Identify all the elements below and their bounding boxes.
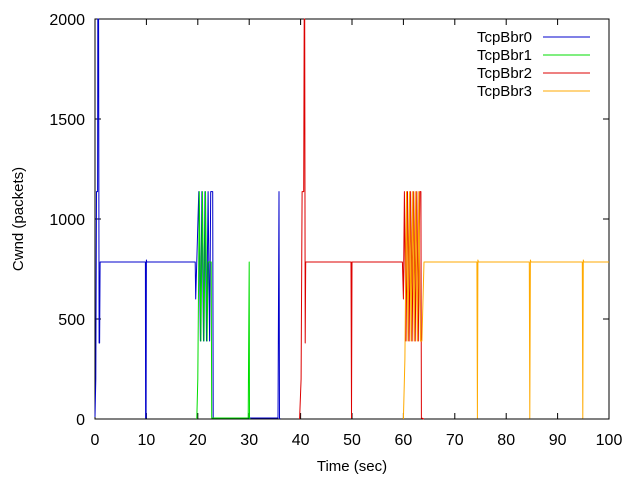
legend-label-tcpbbr2: TcpBbr2 [477,65,532,82]
x-axis-title: Time (sec) [317,458,387,475]
series-line-tcpbbr0 [94,18,281,420]
x-tick-label: 90 [549,432,567,449]
legend-label-tcpbbr3: TcpBbr3 [477,83,532,100]
x-tick-label: 60 [395,432,413,449]
x-tick-label: 50 [343,432,361,449]
x-tick-label: 100 [596,432,623,449]
x-tick-label: 10 [138,432,156,449]
series-line-tcpbbr3 [402,191,609,420]
y-tick-label: 500 [58,312,85,329]
x-tick-label: 80 [497,432,515,449]
legend-label-tcpbbr0: TcpBbr0 [477,29,532,46]
y-tick-label: 1000 [49,212,85,229]
legend-label-tcpbbr1: TcpBbr1 [477,47,532,64]
y-tick-label: 0 [76,412,85,429]
y-axis-title: Cwnd (packets) [10,167,27,271]
x-tick-label: 20 [189,432,207,449]
x-tick-label: 40 [292,432,310,449]
y-tick-label: 1500 [49,112,85,129]
series-lines [94,18,609,420]
series-line-tcpbbr1 [196,191,251,420]
y-tick-label: 2000 [49,12,85,29]
x-tick-label: 0 [91,432,100,449]
x-tick-label: 30 [240,432,258,449]
x-tick-label: 70 [446,432,464,449]
